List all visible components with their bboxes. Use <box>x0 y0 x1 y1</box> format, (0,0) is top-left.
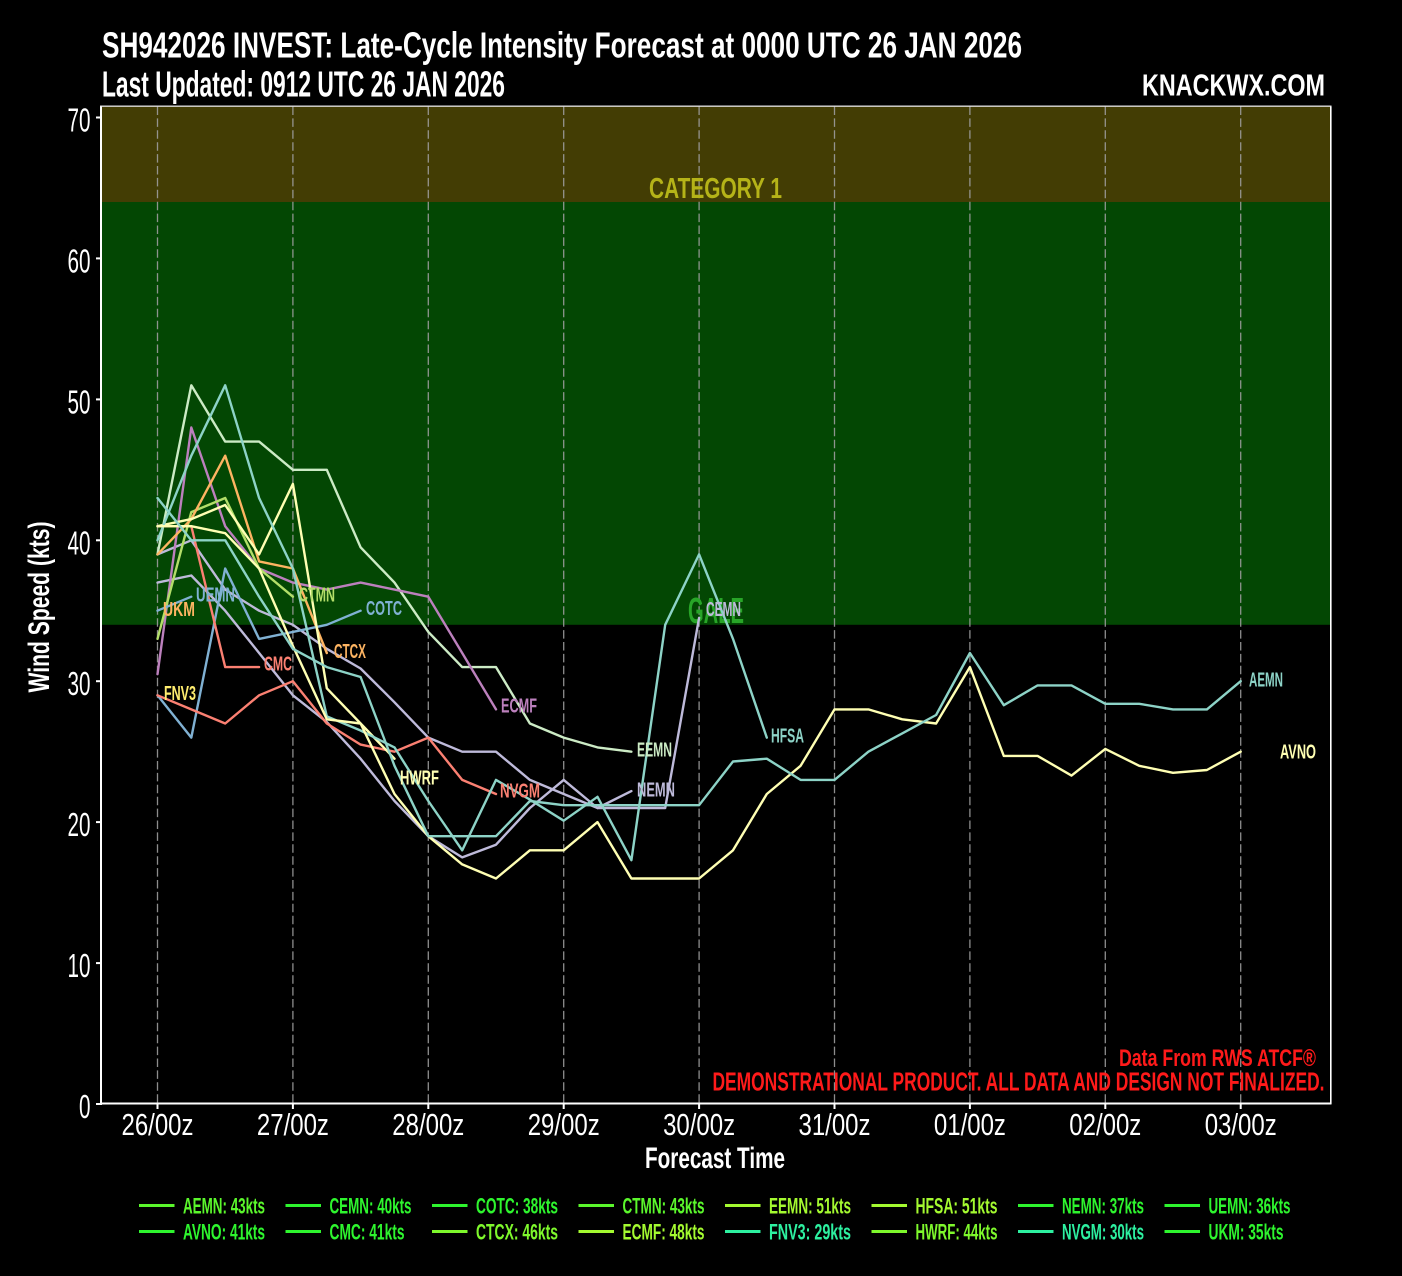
svg-text:30: 30 <box>68 665 91 702</box>
svg-text:FNV3: 29kts: FNV3: 29kts <box>769 1220 851 1245</box>
svg-text:AEMN: 43kts: AEMN: 43kts <box>183 1194 265 1219</box>
svg-text:0: 0 <box>79 1088 91 1125</box>
svg-text:ECMF: 48kts: ECMF: 48kts <box>623 1220 705 1245</box>
svg-text:HWRF: HWRF <box>400 767 439 790</box>
svg-text:30/00z: 30/00z <box>663 1107 735 1142</box>
svg-text:ECMF: ECMF <box>501 695 537 718</box>
svg-text:NVGM: NVGM <box>500 780 540 803</box>
svg-text:Data From RWS ATCF®: Data From RWS ATCF® <box>1119 1045 1316 1072</box>
svg-text:CTMN: 43kts: CTMN: 43kts <box>623 1194 705 1219</box>
svg-text:UKM: 35kts: UKM: 35kts <box>1209 1220 1284 1245</box>
svg-text:Last Updated: 0912 UTC 26 JAN: Last Updated: 0912 UTC 26 JAN 2026 <box>102 64 505 105</box>
svg-text:27/00z: 27/00z <box>257 1107 329 1142</box>
svg-text:29/00z: 29/00z <box>528 1107 600 1142</box>
svg-text:CEMN: CEMN <box>706 598 741 621</box>
svg-text:HWRF: 44kts: HWRF: 44kts <box>916 1220 998 1245</box>
svg-text:SH942026 INVEST: Late-Cycle In: SH942026 INVEST: Late-Cycle Intensity Fo… <box>102 25 1022 66</box>
svg-text:01/00z: 01/00z <box>934 1107 1006 1142</box>
svg-text:CMC: 41kts: CMC: 41kts <box>330 1220 405 1245</box>
svg-text:UEMN: 36kts: UEMN: 36kts <box>1209 1194 1291 1219</box>
svg-text:02/00z: 02/00z <box>1069 1107 1141 1142</box>
svg-text:Wind Speed (kts): Wind Speed (kts) <box>23 522 56 693</box>
svg-text:CATEGORY 1: CATEGORY 1 <box>649 173 782 205</box>
svg-text:40: 40 <box>68 524 91 561</box>
svg-text:03/00z: 03/00z <box>1205 1107 1277 1142</box>
svg-text:CTCX: 46kts: CTCX: 46kts <box>476 1220 558 1245</box>
svg-text:NVGM: 30kts: NVGM: 30kts <box>1062 1220 1144 1245</box>
svg-text:UEMN: UEMN <box>196 584 235 607</box>
svg-text:CTMN: CTMN <box>299 584 335 607</box>
svg-text:EEMN: 51kts: EEMN: 51kts <box>769 1194 851 1219</box>
svg-text:CMC: CMC <box>264 653 292 676</box>
svg-text:26/00z: 26/00z <box>122 1107 194 1142</box>
svg-text:CEMN: 40kts: CEMN: 40kts <box>330 1194 412 1219</box>
svg-text:AEMN: AEMN <box>1249 669 1283 692</box>
svg-text:EEMN: EEMN <box>637 739 672 762</box>
svg-text:AVNO: AVNO <box>1280 741 1316 764</box>
svg-text:COTC: COTC <box>366 597 402 620</box>
svg-text:NEMN: 37kts: NEMN: 37kts <box>1062 1194 1144 1219</box>
svg-text:HFSA: 51kts: HFSA: 51kts <box>916 1194 998 1219</box>
svg-text:AVNO: 41kts: AVNO: 41kts <box>183 1220 265 1245</box>
svg-text:20: 20 <box>68 806 91 843</box>
svg-text:28/00z: 28/00z <box>392 1107 464 1142</box>
svg-text:NEMN: NEMN <box>637 779 675 802</box>
svg-text:FNV3: FNV3 <box>164 682 196 705</box>
svg-text:Forecast Time: Forecast Time <box>645 1142 785 1175</box>
svg-text:DEMONSTRATIONAL PRODUCT. ALL D: DEMONSTRATIONAL PRODUCT. ALL DATA AND DE… <box>713 1069 1325 1097</box>
svg-text:UKM: UKM <box>163 598 195 621</box>
svg-text:60: 60 <box>68 242 91 279</box>
svg-text:HFSA: HFSA <box>771 725 804 748</box>
svg-text:70: 70 <box>68 102 91 139</box>
svg-text:KNACKWX.COM: KNACKWX.COM <box>1142 68 1325 103</box>
svg-text:10: 10 <box>68 947 91 984</box>
svg-text:CTCX: CTCX <box>334 640 366 663</box>
svg-text:50: 50 <box>68 383 91 420</box>
svg-text:31/00z: 31/00z <box>799 1107 871 1142</box>
svg-text:COTC: 38kts: COTC: 38kts <box>476 1194 558 1219</box>
